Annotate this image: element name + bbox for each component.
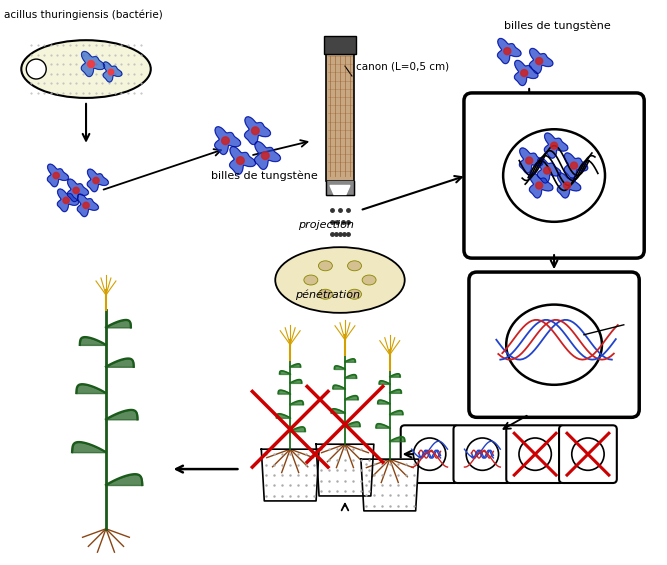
FancyBboxPatch shape (454, 425, 512, 483)
Polygon shape (557, 173, 581, 198)
Polygon shape (361, 459, 419, 511)
Polygon shape (530, 49, 553, 73)
Polygon shape (81, 51, 105, 77)
Polygon shape (544, 167, 550, 174)
Polygon shape (229, 146, 255, 175)
Ellipse shape (506, 305, 602, 385)
Polygon shape (77, 194, 99, 217)
Text: canon (L=0,5 cm): canon (L=0,5 cm) (356, 61, 449, 71)
FancyBboxPatch shape (506, 425, 564, 483)
Text: pénétration: pénétration (295, 289, 360, 300)
Ellipse shape (21, 40, 151, 98)
Ellipse shape (466, 438, 498, 470)
Ellipse shape (304, 275, 317, 285)
Polygon shape (504, 47, 511, 55)
Polygon shape (221, 137, 229, 145)
Polygon shape (47, 164, 69, 187)
Polygon shape (520, 148, 543, 173)
Text: projection: projection (298, 220, 354, 231)
Polygon shape (498, 38, 521, 64)
Ellipse shape (414, 438, 446, 470)
Polygon shape (261, 152, 269, 159)
FancyBboxPatch shape (401, 425, 458, 483)
FancyBboxPatch shape (469, 272, 639, 418)
Polygon shape (330, 185, 350, 194)
Polygon shape (245, 117, 271, 145)
Polygon shape (538, 158, 561, 183)
Polygon shape (53, 172, 59, 179)
Ellipse shape (318, 289, 332, 299)
Ellipse shape (362, 275, 376, 285)
Polygon shape (67, 179, 89, 202)
FancyBboxPatch shape (464, 93, 644, 258)
Bar (326, 51, 354, 180)
Bar (324, 36, 356, 54)
Polygon shape (93, 177, 99, 184)
Polygon shape (261, 449, 319, 501)
Polygon shape (237, 157, 244, 164)
Polygon shape (526, 157, 533, 164)
Polygon shape (57, 189, 79, 212)
Polygon shape (536, 58, 543, 64)
Ellipse shape (572, 438, 604, 470)
Polygon shape (87, 60, 95, 68)
Polygon shape (63, 197, 69, 203)
Text: billes de tungstène: billes de tungstène (504, 21, 611, 31)
Polygon shape (316, 444, 374, 496)
Ellipse shape (503, 129, 605, 222)
Polygon shape (103, 62, 122, 82)
Ellipse shape (348, 261, 362, 271)
Polygon shape (530, 173, 553, 198)
Polygon shape (87, 169, 109, 192)
Polygon shape (215, 127, 241, 154)
Polygon shape (564, 153, 588, 178)
FancyBboxPatch shape (559, 425, 617, 483)
Polygon shape (108, 69, 113, 75)
Polygon shape (73, 188, 79, 194)
Polygon shape (536, 182, 543, 189)
Polygon shape (550, 142, 558, 149)
Text: billes de tungstène: billes de tungstène (211, 170, 317, 180)
Circle shape (26, 59, 46, 79)
Polygon shape (251, 127, 259, 134)
Polygon shape (255, 142, 280, 170)
Polygon shape (521, 69, 528, 76)
Text: acillus thuringiensis (bactérie): acillus thuringiensis (bactérie) (5, 10, 163, 20)
Ellipse shape (318, 261, 332, 271)
Polygon shape (83, 202, 89, 208)
Ellipse shape (275, 247, 405, 313)
Polygon shape (570, 162, 578, 169)
Polygon shape (564, 182, 570, 189)
Polygon shape (544, 133, 568, 158)
Ellipse shape (348, 289, 362, 299)
Ellipse shape (519, 438, 552, 470)
Polygon shape (326, 180, 354, 195)
Polygon shape (514, 60, 538, 86)
